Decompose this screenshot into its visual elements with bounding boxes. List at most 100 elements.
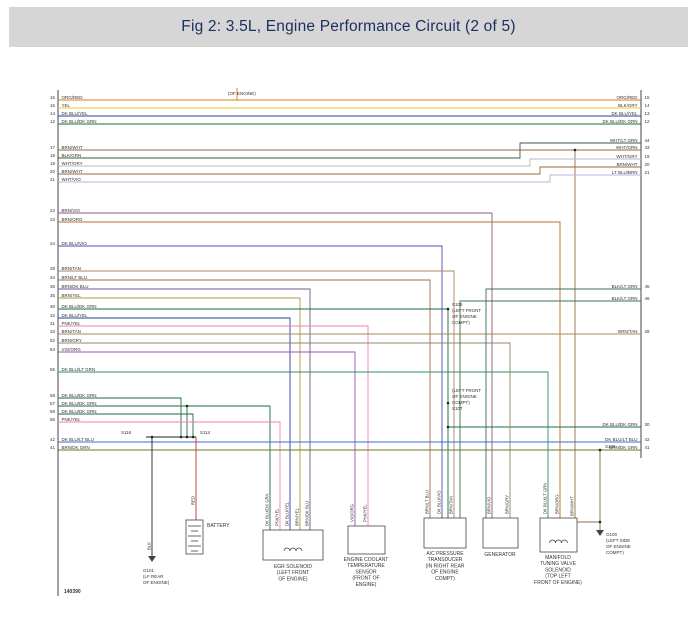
right-pin-number: 15 xyxy=(645,95,651,100)
left-pin-number: 24 xyxy=(50,241,56,246)
engine-coolant-temperature-sensor-label: ENGINE) xyxy=(356,582,377,588)
splice-label-s108: S108 xyxy=(452,302,463,307)
ground-label-g101: (LF REAR xyxy=(143,574,164,579)
left-wire-label: DK BLU/DK GRN xyxy=(62,409,97,414)
right-pin-number: 30 xyxy=(645,422,651,427)
right-wire-label: DK BLU/DK GRN xyxy=(602,119,637,124)
left-pin-number: 32 xyxy=(50,313,56,318)
right-wire-label: BLK/GRY xyxy=(618,103,637,108)
vertical-wire-label: BRN/ORG xyxy=(555,494,560,514)
left-pin-number: 22 xyxy=(50,208,56,213)
left-wire-label: PNK/YEL xyxy=(62,321,82,326)
wire-pnk-yel-31 xyxy=(58,325,369,530)
right-wire-label: WHT/GRY xyxy=(616,154,637,159)
wire-wht-vio-21 xyxy=(58,174,641,183)
junction-dot xyxy=(446,401,450,405)
manifold-tuning-valve-solenoid-label: MANIFOLD xyxy=(545,555,571,561)
right-pin-number: 21 xyxy=(645,170,651,175)
junction-dot xyxy=(446,307,450,311)
right-wire-label: BRN/DK GRN xyxy=(609,445,637,450)
left-pin-number: 34 xyxy=(50,275,56,280)
left-pin-number: 36 xyxy=(50,284,56,289)
wire-pnk-yel-56 xyxy=(58,421,281,536)
splice-label-s106: S106 xyxy=(605,444,616,449)
vertical-wire-label: BRN/YEL xyxy=(295,507,300,526)
right-wire-label: BLK/LT GRN xyxy=(612,284,638,289)
left-wire-label: WHT/GRY xyxy=(62,161,83,166)
wire-dk-blu-dk-grn-57 xyxy=(58,405,271,536)
left-wire-label: BRN/LT BLU xyxy=(62,275,88,280)
manifold-tuning-valve-solenoid xyxy=(539,517,578,553)
solenoid-coil-glyph xyxy=(549,539,568,544)
vertical-wire-label: DK BLU/VIO xyxy=(437,490,442,514)
ground-label-g100: COMPT) xyxy=(606,550,624,555)
ground-label-g100: (LEFT SIDE xyxy=(606,538,630,543)
left-wire-label: DK BLU/DK GRN xyxy=(62,393,97,398)
left-wire-label: BRN/GRY xyxy=(62,338,82,343)
left-pin-number: 16 xyxy=(50,103,56,108)
right-wire-label: DK BLU/DK GRN xyxy=(602,422,637,427)
wire-vio-org-54 xyxy=(58,351,356,530)
vertical-wire-label: BRN/TAN xyxy=(449,496,454,514)
manifold-tuning-valve-solenoid-label: FRONT OF ENGINE) xyxy=(534,580,582,586)
left-pin-number: 18 xyxy=(50,153,56,158)
right-pin-number: 46 xyxy=(645,296,651,301)
ground-label-g100: OF ENGINE xyxy=(606,544,631,549)
wire-brn-vio-22 xyxy=(58,212,493,524)
left-pin-number: 56 xyxy=(50,417,56,422)
wire-dk-blu-lt-grn-55 xyxy=(58,371,549,524)
right-pin-number: 28 xyxy=(645,329,651,334)
right-wire-label: BRN/TAN xyxy=(618,329,637,334)
left-pin-number: 58 xyxy=(50,393,56,398)
junction-dot xyxy=(446,425,450,429)
right-pin-number: 12 xyxy=(645,119,651,124)
wire-brn-wht-ground-branch xyxy=(574,150,600,523)
left-pin-number: 21 xyxy=(50,177,56,182)
right-wire-label: BRN/WHT xyxy=(617,162,638,167)
figure-code: 140390 xyxy=(64,589,81,595)
vertical-wire-label: BLK xyxy=(147,542,152,550)
left-pin-number: 17 xyxy=(50,145,56,150)
solenoid-coil-glyph xyxy=(283,547,303,552)
left-wire-label: BRN/DK BLU xyxy=(62,284,89,289)
right-pin-number: 13 xyxy=(645,111,651,116)
splice-label-s107: OF ENGINE xyxy=(452,394,477,399)
left-pin-number: 14 xyxy=(50,111,56,116)
vertical-wire-label: BRN/VIO xyxy=(487,496,492,514)
left-pin-number: 54 xyxy=(50,347,56,352)
splice-label-s108: COMPT) xyxy=(452,320,470,325)
left-pin-number: 12 xyxy=(50,119,56,124)
junction-dot xyxy=(191,435,195,439)
ac-pressure-transducer-label: A/C PRESSURE xyxy=(426,551,464,557)
egr-solenoid xyxy=(262,529,324,561)
egr-solenoid-label: (LEFT FRONT xyxy=(277,570,309,576)
junction-dot xyxy=(185,404,189,408)
left-pin-number: 35 xyxy=(50,293,56,298)
junction-dot xyxy=(150,435,154,439)
splice-label-s107: COMPT) xyxy=(452,400,470,405)
right-pin-number: 43 xyxy=(645,145,651,150)
figure-title: Fig 2: 3.5L, Engine Performance Circuit … xyxy=(181,18,516,35)
right-pin-number: 42 xyxy=(645,437,651,442)
ac-pressure-transducer xyxy=(423,517,467,549)
right-wire-label: ORG/RED xyxy=(616,95,638,100)
wire-brn-org-23 xyxy=(58,221,561,524)
wire-brn-wht-20 xyxy=(58,166,641,175)
left-wire-label: DK BLU/DK GRN xyxy=(62,304,97,309)
battery-label: BATTERY xyxy=(207,523,230,529)
left-wire-label: ORG/RED xyxy=(62,95,84,100)
wire-brn-yel-35 xyxy=(58,297,301,536)
left-wire-label: DK BLU/YEL xyxy=(62,111,89,116)
vertical-wire-label: DK BLU/DK GRN xyxy=(265,493,270,526)
left-wire-label: DK BLU/VIO xyxy=(62,241,88,246)
left-pin-number: 55 xyxy=(50,367,56,372)
left-pin-number: 15 xyxy=(50,95,56,100)
right-wire-label: WHT/LT GRN xyxy=(610,138,638,143)
left-pin-number: 19 xyxy=(50,161,56,166)
junction-dot xyxy=(573,148,577,152)
egr-solenoid-label: EGR SOLENOID xyxy=(274,564,312,570)
junction-dot xyxy=(185,435,189,439)
left-wire-label: BRN/ORG xyxy=(62,217,84,222)
left-wire-label: WHT/VIO xyxy=(62,177,82,182)
